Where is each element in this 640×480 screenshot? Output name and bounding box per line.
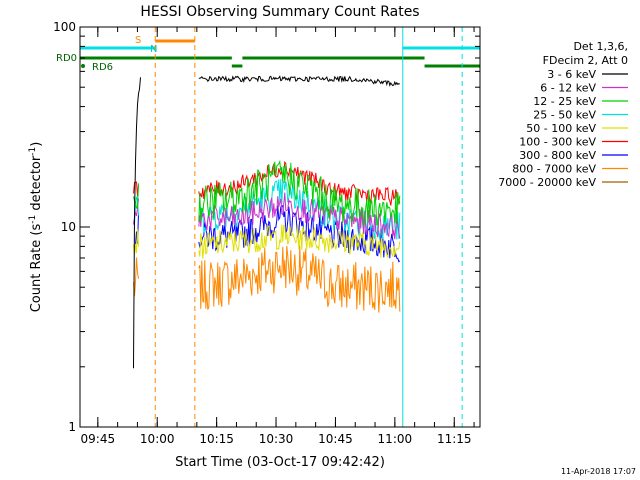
- legend-label-3: 25 - 50 keV: [533, 109, 596, 122]
- status-label-rd6: RD6: [92, 62, 113, 73]
- x-tick-label-3: 10:30: [259, 432, 294, 446]
- x-tick-label-0: 09:45: [81, 432, 116, 446]
- status-labels: S N RD0 RD6: [56, 35, 157, 73]
- y-tick-label-1: 10: [61, 220, 76, 234]
- series-lines: [133, 75, 401, 369]
- x-tick-label-2: 10:15: [199, 432, 234, 446]
- status-marker-rd6: [81, 64, 85, 68]
- legend-label-1: 6 - 12 keV: [540, 82, 596, 95]
- series-6-12kev-segment-1: [198, 192, 401, 240]
- series-50-100kev-segment-1: [198, 224, 401, 259]
- legend-label-2: 12 - 25 keV: [533, 95, 596, 108]
- footer-timestamp: 11-Apr-2018 17:07: [561, 467, 636, 476]
- series-3-6kev-segment-1: [198, 75, 400, 87]
- y-axis-label-end: ): [29, 142, 44, 147]
- status-bars: [80, 39, 480, 68]
- y-axis-label-main: Count Rate (s: [29, 224, 44, 313]
- series-300-800kev-segment-1: [198, 204, 401, 263]
- y-axis-label-exp2: -1: [28, 147, 38, 156]
- series-800-7000kev-segment-1: [198, 245, 401, 313]
- x-tick-label-6: 11:15: [437, 432, 472, 446]
- y-axis-label: Count Rate (s-1 detector-1): [28, 142, 44, 313]
- series-3-6kev-segment-0: [133, 77, 141, 369]
- chart-title: HESSI Observing Summary Count Rates: [140, 4, 419, 20]
- status-label-n: N: [150, 44, 157, 55]
- legend-label-8: 7000 - 20000 keV: [498, 176, 596, 189]
- status-label-rd0: RD0: [56, 53, 77, 64]
- y-tick-label-0: 1: [68, 420, 76, 434]
- y-tick-label-2: 100: [53, 20, 76, 34]
- y-axis-label-exp1: -1: [28, 215, 38, 224]
- legend-label-0: 3 - 6 keV: [547, 68, 596, 81]
- x-tick-label-5: 11:00: [378, 432, 413, 446]
- legend-header-line-1: Det 1,3,6,: [573, 40, 628, 53]
- x-tick-label-4: 10:45: [318, 432, 353, 446]
- x-axis-label: Start Time (03-Oct-17 09:42:42): [175, 455, 385, 470]
- status-label-s: S: [135, 35, 141, 46]
- legend-label-7: 800 - 7000 keV: [512, 163, 596, 176]
- vertical-markers: [79, 27, 463, 427]
- legend-header-line-2: FDecim 2, Att 0: [543, 54, 628, 67]
- series-12-25kev-segment-1: [198, 159, 401, 227]
- legend-label-4: 50 - 100 keV: [526, 122, 596, 135]
- legend-label-6: 300 - 800 keV: [519, 149, 596, 162]
- y-axis-label-mid: detector: [29, 155, 44, 215]
- legend-label-5: 100 - 300 keV: [519, 136, 596, 149]
- y-axis-ticks: 1 10 100: [53, 20, 480, 434]
- x-axis-ticks: 09:45 10:00 10:15 10:30 10:45 11:00 11:15: [81, 27, 475, 446]
- x-tick-label-1: 10:00: [140, 432, 175, 446]
